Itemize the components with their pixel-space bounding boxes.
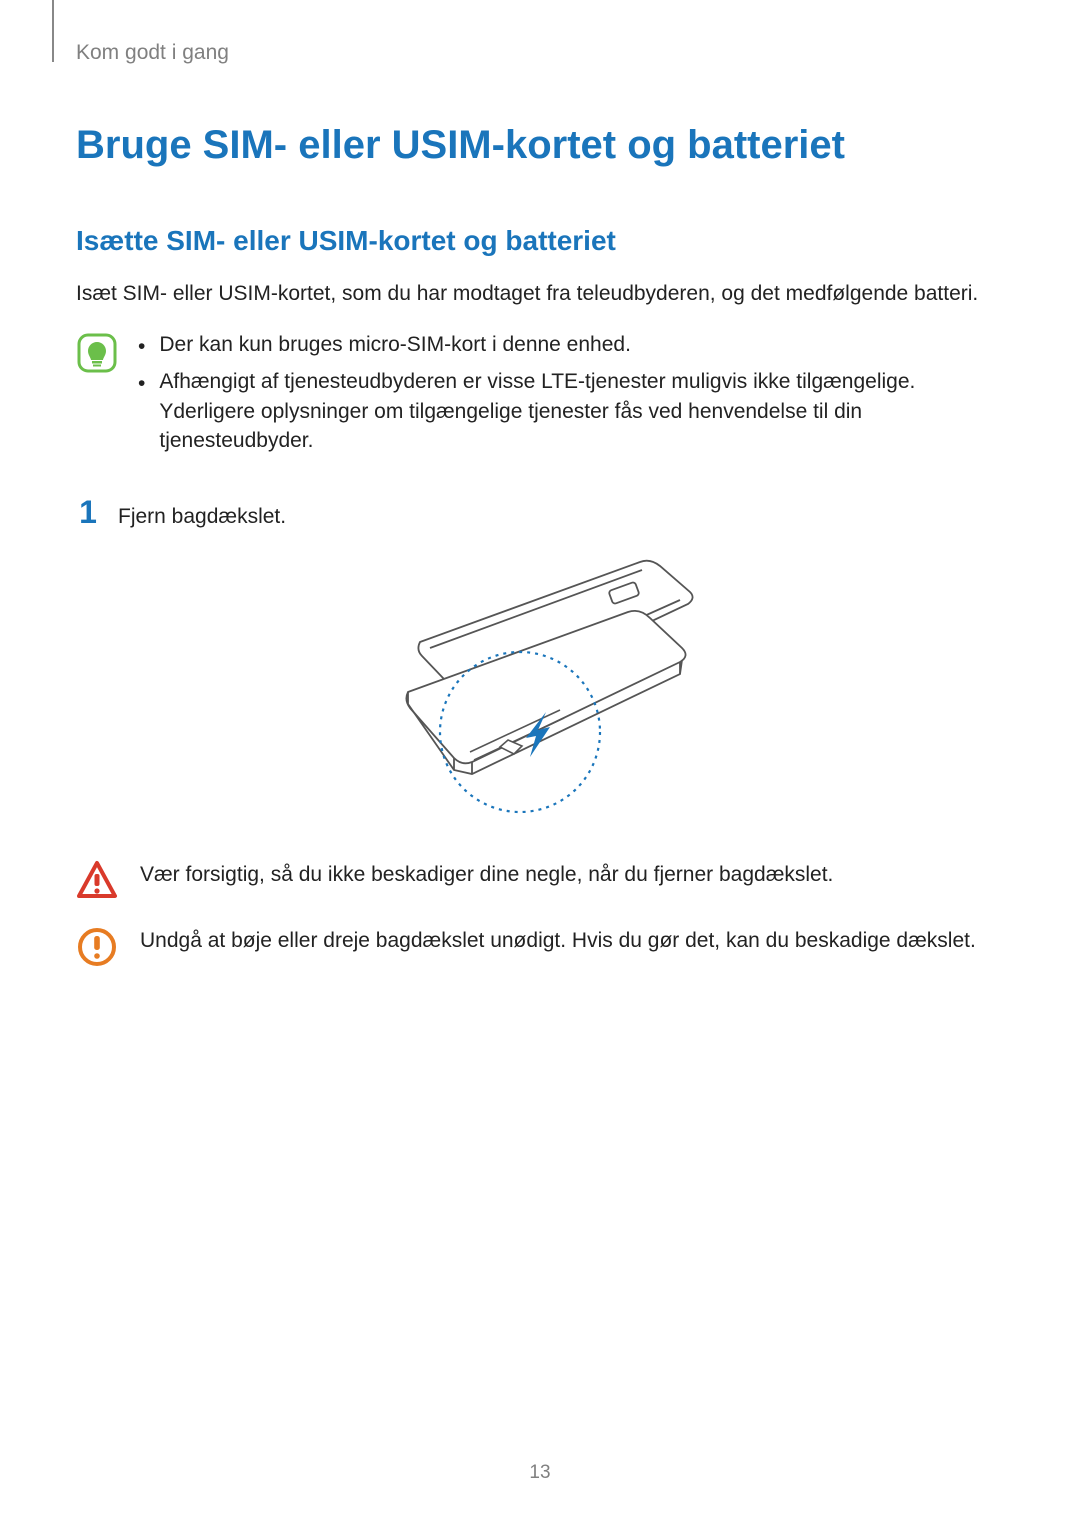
step-1: 1 Fjern bagdækslet.: [76, 490, 1004, 535]
note-bullet-text: Der kan kun bruges micro-SIM-kort i denn…: [159, 330, 631, 361]
note-bullet-text: Afhængigt af tjenesteudbyderen er visse …: [159, 367, 1004, 455]
bullet-dot: •: [138, 330, 145, 361]
caution-text: Undgå at bøje eller dreje bagdækslet unø…: [140, 926, 976, 955]
note-icon: [76, 332, 118, 374]
step-number: 1: [76, 490, 100, 535]
section-subtitle: Isætte SIM- eller USIM-kortet og batteri…: [76, 221, 1004, 260]
figure-remove-cover: [76, 552, 1004, 832]
note-bullets: • Der kan kun bruges micro-SIM-kort i de…: [138, 330, 1004, 462]
cover-illustration: [350, 552, 730, 832]
page-content: Kom godt i gang Bruge SIM- eller USIM-ko…: [0, 0, 1080, 968]
left-margin-rule: [52, 0, 54, 62]
intro-paragraph: Isæt SIM- eller USIM-kortet, som du har …: [76, 279, 1004, 308]
step-text: Fjern bagdækslet.: [118, 502, 286, 531]
caution-block: Undgå at bøje eller dreje bagdækslet unø…: [76, 926, 1004, 968]
page-number: 13: [0, 1460, 1080, 1487]
caution-icon: [76, 926, 118, 968]
warning-text: Vær forsigtig, så du ikke beskadiger din…: [140, 860, 833, 889]
warning-icon: [76, 860, 118, 902]
warning-block: Vær forsigtig, så du ikke beskadiger din…: [76, 860, 1004, 902]
breadcrumb: Kom godt i gang: [76, 38, 1004, 67]
note-bullet: • Der kan kun bruges micro-SIM-kort i de…: [138, 330, 1004, 361]
note-bullet: • Afhængigt af tjenesteudbyderen er viss…: [138, 367, 1004, 455]
page-title: Bruge SIM- eller USIM-kortet og batterie…: [76, 117, 1004, 173]
note-block: • Der kan kun bruges micro-SIM-kort i de…: [76, 330, 1004, 462]
bullet-dot: •: [138, 367, 145, 455]
